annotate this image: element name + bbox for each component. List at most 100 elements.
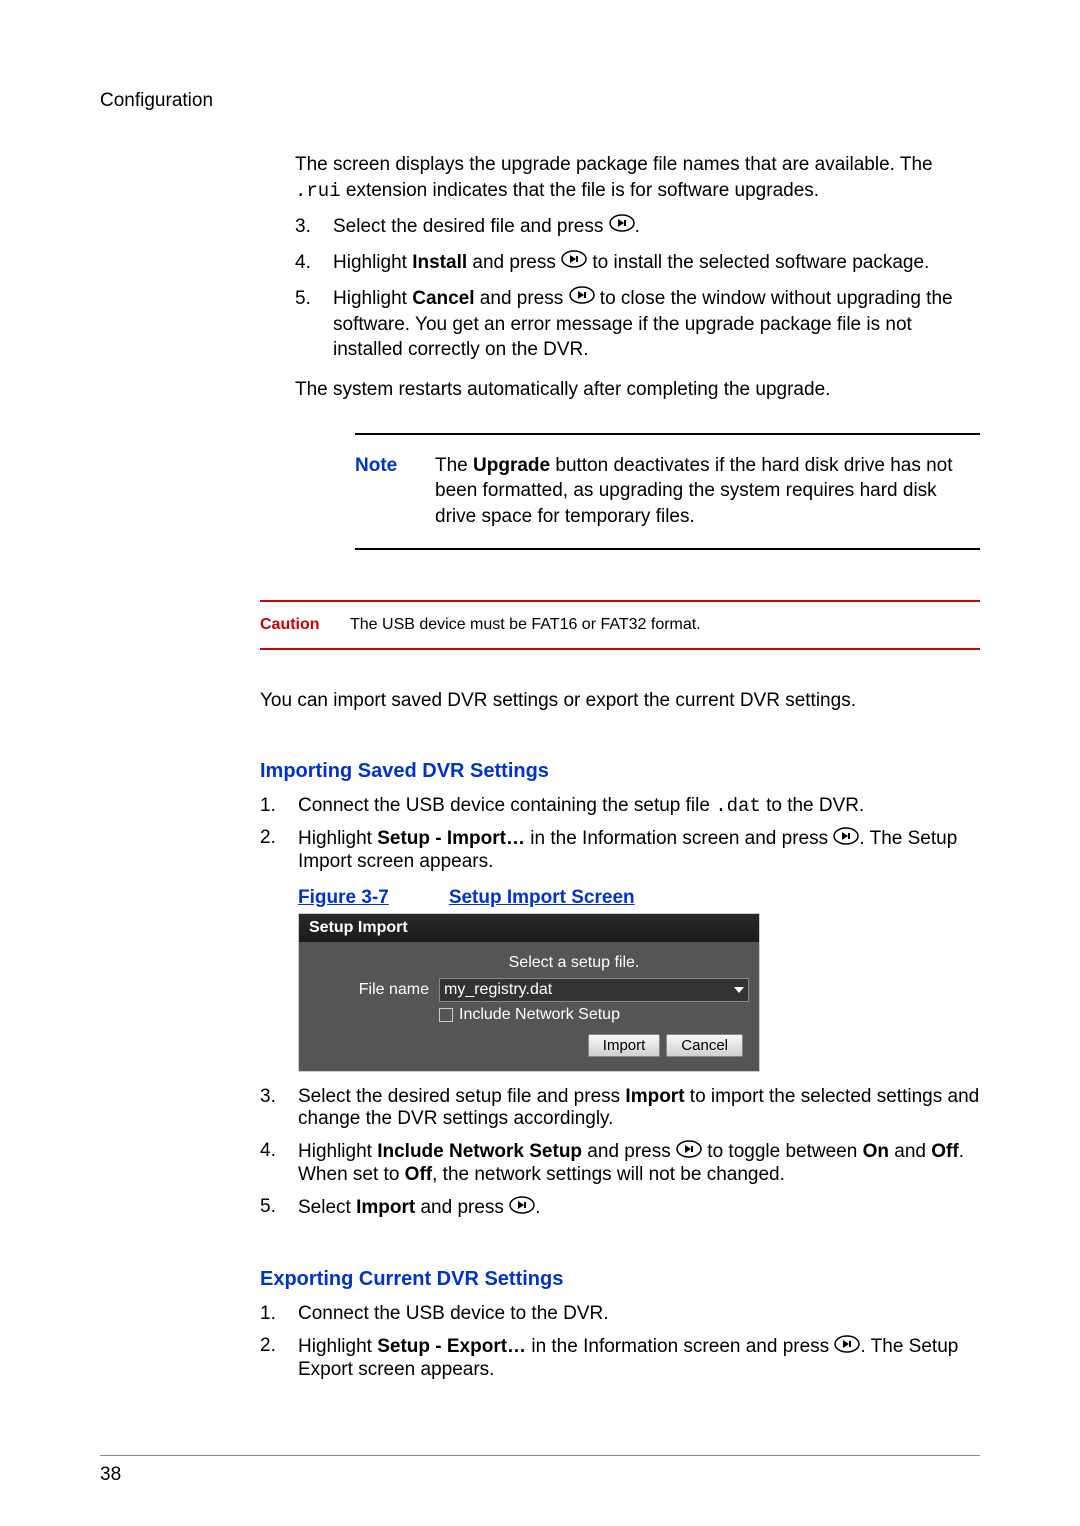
step-text: Connect the USB device to the DVR. <box>298 1303 980 1325</box>
imp4-mid: and press <box>582 1141 676 1162</box>
enter-icon <box>561 250 587 276</box>
import-intro: You can import saved DVR settings or exp… <box>260 690 980 712</box>
imp4-postd: , the network settings will not be chang… <box>432 1164 785 1185</box>
note-block: Note The Upgrade button deactivates if t… <box>355 433 980 550</box>
imp1-post: to the DVR. <box>761 795 865 816</box>
imp4-b2: On <box>863 1141 889 1162</box>
restart-line: The system restarts automatically after … <box>295 377 980 403</box>
step-text: Select the desired setup file and press … <box>298 1086 980 1130</box>
step-number: 4. <box>260 1140 298 1186</box>
export-step-2: 2. Highlight Setup - Export… in the Info… <box>260 1335 980 1381</box>
imp4-pre: Highlight <box>298 1141 377 1162</box>
file-name-value: my_registry.dat <box>444 981 552 999</box>
intro-text-a: The screen displays the upgrade package … <box>295 154 933 175</box>
file-name-dropdown[interactable]: my_registry.dat <box>439 978 749 1002</box>
import-step-2: 2. Highlight Setup - Import… in the Info… <box>260 827 980 873</box>
step-number: 5. <box>260 1196 298 1220</box>
exp2-mid: in the Information screen and press <box>526 1336 834 1357</box>
step-number: 5. <box>295 286 333 363</box>
caution-label: Caution <box>260 616 350 634</box>
step-number: 3. <box>260 1086 298 1130</box>
step5-mid: and press <box>475 288 569 309</box>
step-5: 5. Highlight Cancel and press to close t… <box>295 286 980 363</box>
note-text-a: The <box>435 455 473 476</box>
chevron-down-icon <box>734 987 744 993</box>
imp3-bold: Import <box>625 1086 684 1107</box>
step5-bold: Cancel <box>412 288 474 309</box>
enter-icon <box>569 286 595 312</box>
exp2-pre: Highlight <box>298 1336 377 1357</box>
step4-pre: Highlight <box>333 252 412 273</box>
exp2-bold: Setup - Export… <box>377 1336 526 1357</box>
include-network-label: Include Network Setup <box>459 1006 620 1024</box>
exporting-heading: Exporting Current DVR Settings <box>260 1268 980 1291</box>
intro-text-b: extension indicates that the file is for… <box>341 180 819 201</box>
step4-post: to install the selected software package… <box>587 252 929 273</box>
step-text: Highlight Include Network Setup and pres… <box>298 1140 980 1186</box>
imp2-bold: Setup - Import… <box>377 828 525 849</box>
page-number: 38 <box>100 1464 121 1486</box>
import-button[interactable]: Import <box>588 1034 661 1057</box>
imp4-postb: and <box>889 1141 931 1162</box>
caution-block: Caution The USB device must be FAT16 or … <box>260 600 980 650</box>
footer-rule <box>100 1455 980 1456</box>
step-3: 3. Select the desired file and press . <box>295 214 980 240</box>
step-4: 4. Highlight Install and press to instal… <box>295 250 980 276</box>
imp5-pre: Select <box>298 1197 356 1218</box>
file-name-label: File name <box>309 981 439 999</box>
step-number: 2. <box>260 1335 298 1381</box>
import-step-3: 3. Select the desired setup file and pre… <box>260 1086 980 1130</box>
enter-icon <box>509 1196 535 1220</box>
intro-paragraph: The screen displays the upgrade package … <box>295 152 980 204</box>
step-text: Highlight Setup - Import… in the Informa… <box>298 827 980 873</box>
step4-mid: and press <box>467 252 561 273</box>
export-step-1: 1. Connect the USB device to the DVR. <box>260 1303 980 1325</box>
enter-icon <box>676 1140 702 1164</box>
imp1-pre: Connect the USB device containing the se… <box>298 795 715 816</box>
figure-title: Setup Import Screen <box>449 887 635 908</box>
step-text: Highlight Cancel and press to close the … <box>333 286 980 363</box>
include-network-checkbox[interactable] <box>439 1008 453 1022</box>
step4-bold: Install <box>412 252 467 273</box>
dialog-prompt: Select a setup file. <box>309 950 749 978</box>
imp5-mid: and press <box>415 1197 509 1218</box>
cancel-button[interactable]: Cancel <box>666 1034 743 1057</box>
imp4-b4: Off <box>405 1164 432 1185</box>
imp3-pre: Select the desired setup file and press <box>298 1086 625 1107</box>
step-text: Highlight Install and press to install t… <box>333 250 980 276</box>
step-number: 2. <box>260 827 298 873</box>
imp1-code: .dat <box>715 795 761 817</box>
step-text: Connect the USB device containing the se… <box>298 795 980 817</box>
page-header: Configuration <box>100 90 980 112</box>
step-number: 1. <box>260 795 298 817</box>
step-text: Select the desired file and press . <box>333 214 980 240</box>
import-step-5: 5. Select Import and press . <box>260 1196 980 1220</box>
imp4-posta: to toggle between <box>702 1141 863 1162</box>
intro-code: .rui <box>295 180 341 202</box>
step3-pre: Select the desired file and press <box>333 216 609 237</box>
note-bold: Upgrade <box>473 455 550 476</box>
caution-text: The USB device must be FAT16 or FAT32 fo… <box>350 616 980 634</box>
figure-caption: Figure 3-7 Setup Import Screen <box>298 887 980 909</box>
step-number: 1. <box>260 1303 298 1325</box>
dialog-titlebar: Setup Import <box>299 914 759 942</box>
figure-label: Figure 3-7 <box>298 887 389 908</box>
imp2-pre: Highlight <box>298 828 377 849</box>
note-text: The Upgrade button deactivates if the ha… <box>435 453 980 530</box>
import-step-1: 1. Connect the USB device containing the… <box>260 795 980 817</box>
step-number: 3. <box>295 214 333 240</box>
enter-icon <box>833 827 859 851</box>
note-label: Note <box>355 453 435 530</box>
step-text: Highlight Setup - Export… in the Informa… <box>298 1335 980 1381</box>
step-text: Select Import and press . <box>298 1196 980 1220</box>
step5-pre: Highlight <box>333 288 412 309</box>
imp5-post: . <box>535 1197 540 1218</box>
step-number: 4. <box>295 250 333 276</box>
enter-icon <box>834 1335 860 1359</box>
setup-import-dialog: Setup Import Select a setup file. File n… <box>298 913 760 1072</box>
step3-post: . <box>635 216 640 237</box>
imp4-b1: Include Network Setup <box>377 1141 582 1162</box>
importing-heading: Importing Saved DVR Settings <box>260 760 980 783</box>
imp5-bold: Import <box>356 1197 415 1218</box>
import-step-4: 4. Highlight Include Network Setup and p… <box>260 1140 980 1186</box>
